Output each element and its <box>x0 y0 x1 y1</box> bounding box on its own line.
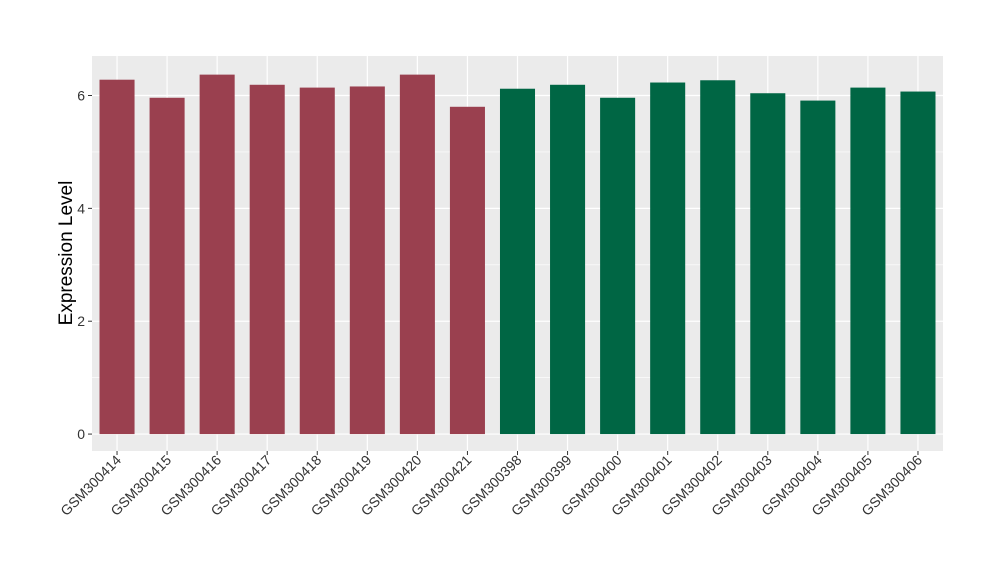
bar-GSM300400 <box>600 97 636 435</box>
bar-GSM300421 <box>449 106 485 435</box>
bar-GSM300405 <box>850 87 886 435</box>
bar-GSM300399 <box>550 84 586 435</box>
bar-GSM300404 <box>800 100 836 435</box>
y-axis-title: Expression Level <box>56 181 77 326</box>
bar-GSM300406 <box>900 91 936 435</box>
bar-GSM300402 <box>700 80 736 435</box>
bar-GSM300415 <box>149 97 185 435</box>
y-tick-label: 4 <box>77 200 85 216</box>
x-axis: GSM300414GSM300415GSM300416GSM300417GSM3… <box>57 451 925 519</box>
bar-GSM300418 <box>299 87 335 435</box>
bar-GSM300420 <box>399 74 435 435</box>
bars <box>99 74 936 435</box>
bar-GSM300414 <box>99 79 135 435</box>
y-tick-label: 6 <box>77 88 85 104</box>
bar-GSM300416 <box>199 74 235 435</box>
bar-GSM300417 <box>249 84 285 435</box>
y-tick-label: 2 <box>77 313 85 329</box>
bar-GSM300403 <box>750 93 786 435</box>
bar-GSM300419 <box>349 86 385 435</box>
bar-GSM300401 <box>650 82 686 435</box>
y-tick-label: 0 <box>77 426 85 442</box>
bar-GSM300398 <box>499 88 536 435</box>
y-axis: 0 2 4 6 <box>77 88 92 442</box>
